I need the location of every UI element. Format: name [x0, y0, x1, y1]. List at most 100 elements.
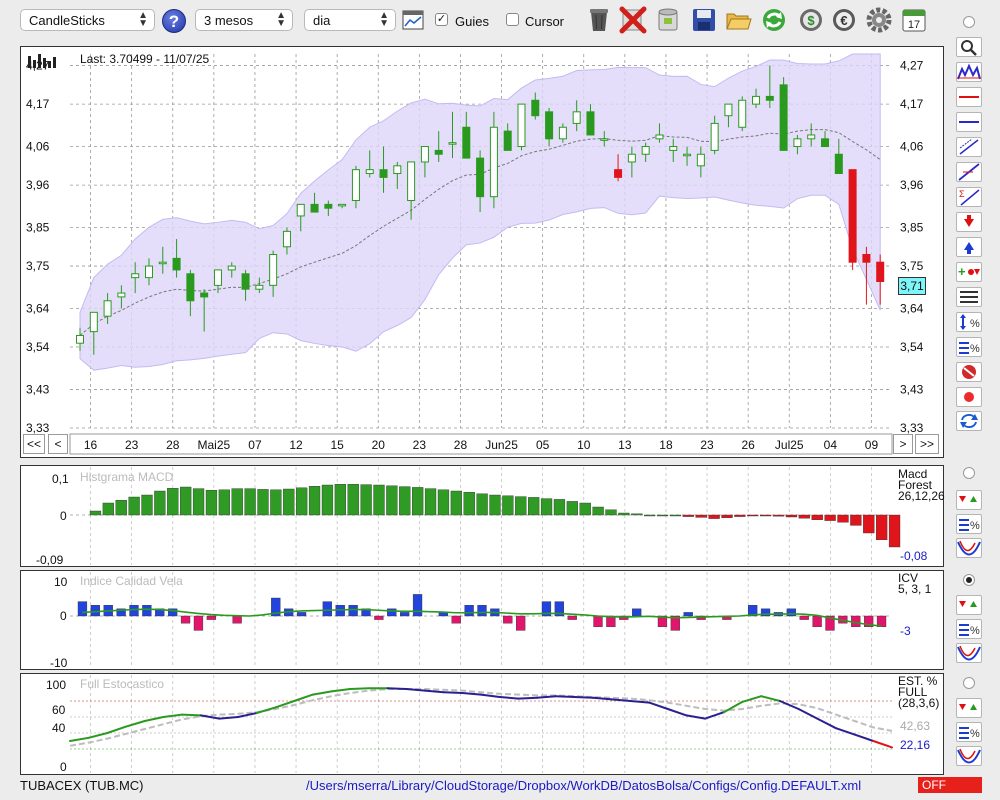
chart-view-icon[interactable]: [402, 10, 424, 30]
candle: [200, 289, 209, 332]
k-segment: [442, 691, 464, 694]
icv-ytick: -10: [50, 656, 68, 670]
percent-lines-icon: %: [959, 342, 980, 355]
fibonacci-button[interactable]: Σ: [956, 187, 982, 207]
horizontal-line-red-button[interactable]: [956, 87, 982, 107]
stochastic-d-value: 42,63: [900, 719, 931, 733]
channel-tool-button[interactable]: [956, 137, 982, 157]
stochastic-panel-radio[interactable]: [963, 677, 975, 689]
y-tick-label: 3,75: [26, 259, 50, 273]
period-value: 3 mesos: [204, 13, 254, 28]
scroll-first-button[interactable]: <<: [23, 434, 45, 454]
icv-panel-radio[interactable]: [963, 574, 975, 586]
record-button[interactable]: [956, 387, 982, 407]
icv-ytick: 10: [54, 575, 68, 589]
icv-bar: [799, 615, 809, 620]
macd-curve-button[interactable]: [956, 538, 982, 558]
volume-profile-button[interactable]: [956, 62, 982, 82]
main-panel-radio[interactable]: [963, 16, 975, 28]
icv-percent-lines-button[interactable]: %: [956, 619, 982, 639]
candle: [752, 88, 761, 108]
database-icon[interactable]: [654, 6, 682, 34]
y-tick-label: 3,43: [900, 382, 924, 396]
icv-bar: [77, 601, 88, 617]
interval-select[interactable]: dia ▲ ▼: [304, 9, 396, 31]
candle: [600, 131, 609, 147]
scroll-next-button[interactable]: >: [893, 434, 913, 454]
icv-color-arrows-button[interactable]: [956, 595, 982, 615]
y-tick-label: 3,33: [900, 421, 924, 435]
swap-icon: [960, 414, 978, 428]
indicators-list-button[interactable]: [956, 287, 982, 307]
euro-icon[interactable]: €: [830, 6, 858, 34]
macd-percent-lines-button[interactable]: %: [956, 514, 982, 534]
scroll-last-button[interactable]: >>: [915, 434, 939, 454]
percent-scale-icon: %: [960, 314, 980, 330]
icv-bar: [400, 612, 410, 617]
dollar-sync-icon[interactable]: $: [797, 6, 825, 34]
percent-lines-button[interactable]: %: [956, 337, 982, 357]
bar-chart-icon[interactable]: [26, 52, 58, 68]
refresh-icon[interactable]: [760, 6, 788, 34]
horizontal-line-blue-button[interactable]: [956, 112, 982, 132]
icv-value: -3: [900, 624, 911, 638]
macd-histogram[interactable]: [20, 465, 944, 567]
x-axis-strip: [69, 433, 893, 455]
stochastic-color-arrows-button[interactable]: [956, 698, 982, 718]
toolbar: CandleSticks ▲ ▼ ? 3 mesos ▲ ▼ dia ▲ ▼ ✓ Gu…: [0, 0, 1000, 44]
help-icon[interactable]: ?: [162, 9, 186, 33]
icv-chart[interactable]: [20, 570, 944, 670]
macd-color-arrows-button[interactable]: [956, 490, 982, 510]
stochastic-side-label: FULL: [898, 685, 928, 699]
stochastic-ytick: 60: [52, 703, 66, 717]
stop-button[interactable]: [956, 362, 982, 382]
stochastic-chart[interactable]: [20, 673, 944, 775]
macd-bar: [399, 486, 411, 516]
gear-icon[interactable]: [865, 6, 893, 34]
stochastic-curve-button[interactable]: [956, 746, 982, 766]
x-tick-label: 09: [865, 438, 879, 452]
cursor-checkbox[interactable]: [506, 13, 519, 26]
period-select[interactable]: 3 mesos ▲ ▼: [195, 9, 293, 31]
open-folder-icon[interactable]: [724, 6, 752, 34]
y-tick-label: 4,06: [900, 140, 924, 154]
percent-scale-button[interactable]: %: [956, 312, 982, 332]
candle: [531, 92, 540, 120]
stochastic-curve-icon: [957, 748, 981, 764]
k-segment: [666, 708, 688, 717]
swap-button[interactable]: [956, 411, 982, 431]
save-icon[interactable]: [690, 6, 718, 34]
macd-value: -0,08: [900, 549, 928, 563]
candle-down: [862, 246, 871, 305]
icv-bar: [142, 605, 152, 617]
macd-bar: [760, 514, 772, 517]
sell-arrow-button[interactable]: [956, 212, 982, 232]
chart-type-select[interactable]: CandleSticks ▲ ▼: [20, 9, 155, 31]
calendar-icon[interactable]: 17: [900, 6, 928, 34]
config-path-link[interactable]: /Users/mserra/Library/CloudStorage/Dropb…: [306, 778, 862, 793]
y-tick-label: 3,96: [900, 178, 924, 192]
zoom-button[interactable]: [956, 37, 982, 57]
k-segment: [573, 696, 595, 699]
icv-curve-button[interactable]: [956, 643, 982, 663]
stochastic-percent-lines-button[interactable]: %: [956, 722, 982, 742]
candle: [710, 115, 719, 155]
candlestick-series: [76, 65, 885, 355]
candle: [517, 103, 526, 151]
buy-sell-markers-button[interactable]: +: [956, 262, 982, 282]
delete-icon[interactable]: [619, 6, 647, 34]
icv-panel: [20, 570, 944, 670]
candle: [448, 111, 457, 159]
candle: [241, 269, 250, 301]
trash-icon[interactable]: [585, 6, 613, 34]
macd-panel-radio[interactable]: [963, 467, 975, 479]
off-badge[interactable]: OFF: [918, 777, 982, 793]
buy-arrow-button[interactable]: [956, 237, 982, 257]
guides-checkbox[interactable]: ✓: [435, 13, 448, 26]
trendline-button[interactable]: [956, 162, 982, 182]
scroll-prev-button[interactable]: <: [48, 434, 68, 454]
icv-bar: [541, 601, 552, 617]
x-axis: 16 23 28 Mai25 07 12 15 20 23 28 Jun25 05 10 13 18 23 26…: [69, 433, 893, 455]
icv-bar: [657, 615, 668, 628]
price-chart[interactable]: 4,27 4,17 4,06 3,96 3,85 3,75 3,64 3,54 3,43 3,33…: [20, 46, 944, 458]
